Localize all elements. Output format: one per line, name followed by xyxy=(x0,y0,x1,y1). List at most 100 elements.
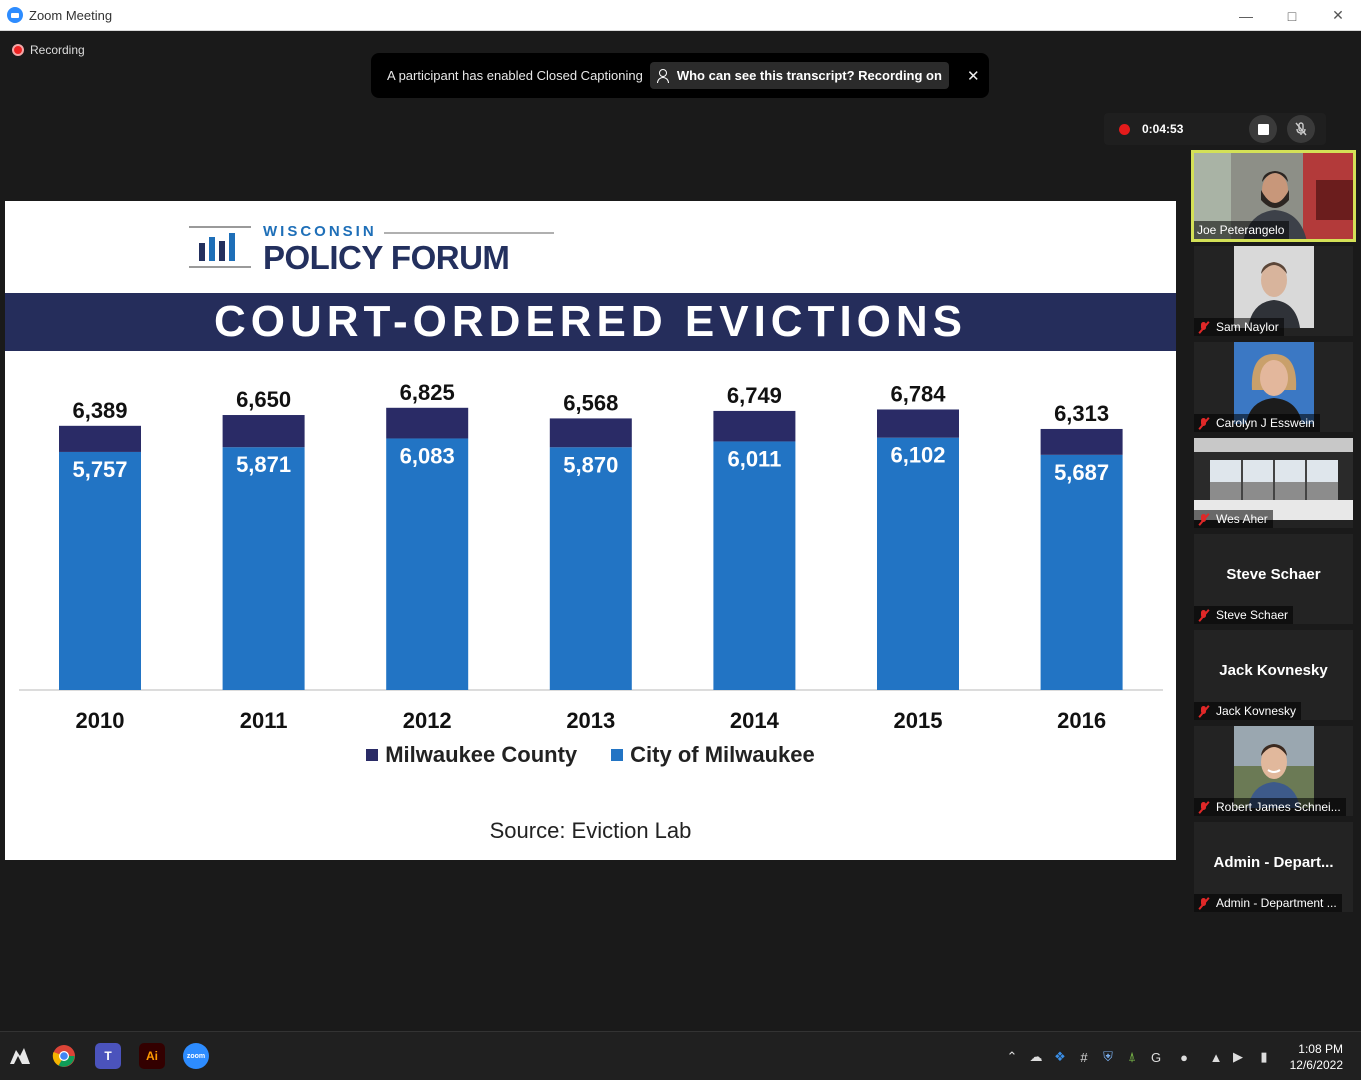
mic-muted-icon xyxy=(1197,321,1210,334)
x-tick-label-2013: 2013 xyxy=(566,708,615,733)
participant-tile-joe[interactable]: Joe Peterangelo xyxy=(1191,150,1356,242)
bar-city-2015 xyxy=(877,437,959,690)
close-window-button[interactable]: ✕ xyxy=(1332,7,1344,23)
minimize-button[interactable]: — xyxy=(1239,7,1253,24)
slack-icon[interactable]: # xyxy=(1080,1049,1088,1065)
chrome-icon[interactable] xyxy=(51,1043,77,1069)
data-label-total-2015: 6,784 xyxy=(890,381,946,406)
onedrive-cloud-icon[interactable]: ☁ xyxy=(1029,1049,1043,1064)
transcript-visibility-label: Who can see this transcript? Recording o… xyxy=(676,68,942,83)
bar-county-2012 xyxy=(386,407,469,439)
participant-tile-carolyn[interactable]: Carolyn J Esswein xyxy=(1194,342,1353,432)
recording-red-dot-icon xyxy=(1119,123,1130,135)
participant-name-tag: Jack Kovnesky xyxy=(1194,702,1302,720)
transcript-visibility-button[interactable]: Who can see this transcript? Recording o… xyxy=(649,62,949,89)
legend-item-city: City of Milwaukee xyxy=(611,742,815,768)
participant-tile-robert[interactable]: Robert James Schnei... xyxy=(1194,726,1353,816)
bar-county-2016 xyxy=(1040,428,1123,455)
participant-name-tag: Robert James Schnei... xyxy=(1194,798,1346,816)
participant-video xyxy=(1234,726,1314,808)
legend-swatch-county xyxy=(366,749,379,761)
data-label-total-2012: 6,825 xyxy=(400,380,455,405)
data-label-city-2011: 5,871 xyxy=(236,452,291,477)
bluetooth-icon[interactable]: ❖ xyxy=(1054,1049,1066,1064)
x-tick-label-2014: 2014 xyxy=(730,708,780,733)
participant-name-tag: Sam Naylor xyxy=(1194,318,1284,336)
wifi-icon[interactable]: ▲ xyxy=(1209,1049,1223,1065)
data-label-total-2016: 6,313 xyxy=(1054,401,1109,426)
x-tick-label-2015: 2015 xyxy=(894,708,943,733)
zoom-app-icon xyxy=(7,7,23,23)
zoom-icon[interactable]: zoom xyxy=(183,1043,209,1069)
bar-county-2010 xyxy=(59,425,141,452)
x-tick-label-2010: 2010 xyxy=(76,708,125,733)
participant-tile-sam[interactable]: Sam Naylor xyxy=(1194,246,1353,336)
wisconsin-policy-forum-logo: WISCONSIN POLICY FORUM xyxy=(189,223,559,276)
window-titlebar: Zoom Meeting — □ ✕ xyxy=(0,0,1361,31)
g-app-icon[interactable]: G xyxy=(1150,1049,1162,1065)
shared-screen-slide: WISCONSIN POLICY FORUM COURT-ORDERED EVI… xyxy=(5,201,1176,860)
participant-name-tag: Steve Schaer xyxy=(1194,606,1294,624)
chart-legend: Milwaukee County City of Milwaukee xyxy=(5,742,1176,768)
data-label-city-2016: 5,687 xyxy=(1054,460,1109,485)
bar-city-2011 xyxy=(222,447,305,690)
legend-swatch-city xyxy=(611,749,624,761)
participant-tile-steve[interactable]: Steve Schaer Steve Schaer xyxy=(1194,534,1353,624)
participant-video xyxy=(1234,246,1314,328)
window-title: Zoom Meeting xyxy=(29,7,113,23)
recording-label: Recording xyxy=(30,43,85,57)
logo-divider xyxy=(384,232,554,234)
participant-name: Joe Peterangelo xyxy=(1197,223,1285,237)
chrome-logo-icon xyxy=(52,1045,75,1067)
participant-name: Admin - Department ... xyxy=(1216,896,1337,910)
participant-tile-wes[interactable]: Wes Aher xyxy=(1194,438,1353,528)
windows-taskbar: T Ai zoom ⌃ ☁ ❖ # ⛨ ⍋ G ● ▲ ▶ ▮ 1:08 PM … xyxy=(0,1031,1361,1080)
microphone-icon[interactable]: ● xyxy=(1180,1049,1188,1065)
start-icon[interactable] xyxy=(7,1043,33,1069)
logo-bar-chart-icon xyxy=(189,226,251,268)
participant-name: Wes Aher xyxy=(1216,512,1268,526)
tray-overflow-chevron-icon[interactable]: ⌃ xyxy=(1006,1049,1018,1064)
data-label-city-2015: 6,102 xyxy=(890,443,945,468)
tree-icon[interactable]: ⍋ xyxy=(1128,1049,1136,1064)
participant-name: Steve Schaer xyxy=(1216,608,1289,622)
logo-policy-forum-text: POLICY FORUM xyxy=(263,239,510,276)
mic-muted-icon xyxy=(1197,801,1210,814)
participant-name-tag: Admin - Department ... xyxy=(1194,894,1342,912)
meeting-area: Recording A participant has enabled Clos… xyxy=(0,31,1361,1031)
x-tick-label-2012: 2012 xyxy=(403,708,452,733)
participant-name: Carolyn J Esswein xyxy=(1216,416,1315,430)
closed-captioning-banner: A participant has enabled Closed Caption… xyxy=(371,53,989,98)
cc-banner-text: A participant has enabled Closed Caption… xyxy=(387,68,643,83)
bar-county-2015 xyxy=(877,409,959,438)
mute-recording-button[interactable] xyxy=(1287,115,1315,143)
taskbar-clock[interactable]: 1:08 PM 12/6/2022 xyxy=(1290,1041,1343,1073)
logo-wisconsin-text: WISCONSIN xyxy=(263,223,377,240)
mic-muted-icon xyxy=(1197,705,1210,718)
evictions-bar-chart: 5,757 6,389 2010 5,871 6,650 2011 6,083 6,825 20… xyxy=(19,380,1163,733)
person-lock-icon xyxy=(656,68,670,83)
participant-tile-admin[interactable]: Admin - Depart... Admin - Department ... xyxy=(1194,822,1353,912)
shield-icon[interactable]: ⛨ xyxy=(1103,1049,1113,1064)
participant-name-tag: Joe Peterangelo xyxy=(1194,221,1290,239)
participant-tile-jack[interactable]: Jack Kovnesky Jack Kovnesky xyxy=(1194,630,1353,720)
stop-recording-button[interactable] xyxy=(1249,115,1277,143)
mic-muted-icon xyxy=(1197,609,1210,622)
illustrator-icon[interactable]: Ai xyxy=(139,1043,165,1069)
bar-city-2014 xyxy=(713,441,796,690)
volume-icon[interactable]: ▶ xyxy=(1233,1049,1243,1064)
battery-icon[interactable]: ▮ xyxy=(1260,1049,1268,1064)
teams-icon[interactable]: T xyxy=(95,1043,121,1069)
bar-county-2014 xyxy=(713,410,796,442)
participant-video xyxy=(1234,342,1314,424)
participant-display-name: Steve Schaer xyxy=(1226,565,1321,583)
legend-item-county: Milwaukee County xyxy=(366,742,577,768)
bar-city-2016 xyxy=(1040,454,1123,690)
maximize-button[interactable]: □ xyxy=(1287,7,1297,24)
recording-indicator[interactable]: Recording xyxy=(12,43,85,57)
data-label-total-2010: 6,389 xyxy=(72,398,127,423)
badger-icon xyxy=(10,1048,30,1064)
recording-dot-icon xyxy=(12,44,24,56)
close-banner-icon[interactable]: ✕ xyxy=(966,67,980,85)
participant-display-name: Admin - Depart... xyxy=(1213,853,1334,871)
